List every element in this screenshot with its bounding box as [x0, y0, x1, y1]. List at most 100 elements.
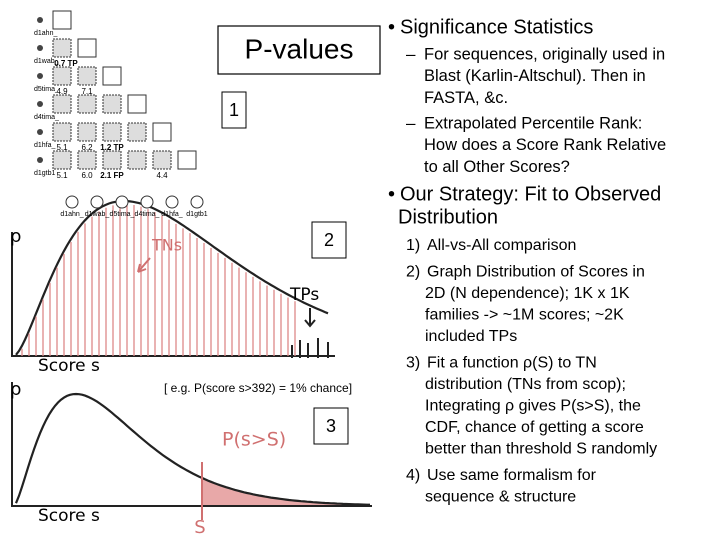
cell [102, 122, 122, 142]
tp-label: TPs [289, 285, 319, 305]
row-dot [37, 157, 43, 163]
bullet: • [388, 183, 395, 205]
axes [11, 382, 372, 507]
item-line: All-vs-All comparison [427, 237, 576, 254]
sub-item-line: FASTA, &c. [424, 89, 508, 107]
row-label: d1ahn_ [34, 30, 57, 37]
panel-number: 3 [326, 416, 336, 436]
item-line: better than threshold S randomly [425, 441, 657, 458]
item-number: 2) [406, 264, 420, 281]
panel-number: 2 [324, 230, 334, 250]
cell [77, 94, 97, 114]
col-label: d5tima_ [110, 211, 135, 218]
sub-item-line: Blast (Karlin-Altschul). Then in [424, 67, 646, 85]
sub-item-line: to all Other Scores? [424, 158, 570, 176]
item-line: included TPs [425, 328, 517, 345]
item-line: Graph Distribution of Scores in [427, 264, 645, 281]
col-dot [90, 195, 104, 209]
item-line: Integrating ρ gives P(s>S), the [425, 398, 641, 415]
heading: Significance Statistics [400, 16, 593, 38]
cell [127, 122, 147, 142]
tp-marks [291, 338, 329, 358]
sub-item-line: How does a Score Rank Relative [424, 136, 666, 154]
cell-value: 4.9 [56, 87, 68, 96]
title: P-values [245, 33, 354, 64]
row-dot [37, 73, 43, 79]
cell [127, 150, 147, 170]
col-dot [140, 195, 154, 209]
row-label: d1hfa_ [34, 142, 56, 149]
col-dot [165, 195, 179, 209]
cell-value: 1.2 TP [100, 143, 124, 152]
cell-value: 2.1 FP [100, 171, 124, 180]
col-label: d4tima_ [135, 211, 160, 218]
heading: Our Strategy: Fit to Observed [400, 183, 661, 205]
row-dot [37, 17, 43, 23]
row-label: d1gtb1 [34, 170, 56, 177]
cell [127, 94, 147, 114]
cell-value: 6.0 [81, 171, 93, 180]
panel-box [311, 221, 347, 259]
axes [11, 232, 335, 357]
left-panel: P-values 1 2 [ e.g. P(score s>392) = 1% … [10, 10, 381, 538]
y-label: ρ [10, 226, 21, 247]
sub-item-line: Extrapolated Percentile Rank: [424, 114, 642, 132]
cell-value: 6.2 [81, 143, 93, 152]
panel-number: 1 [229, 100, 239, 120]
item-line: distribution (TNs from scop); [425, 376, 626, 393]
cell [77, 38, 97, 58]
cell [52, 10, 72, 30]
row-label: d4tima_ [34, 114, 59, 121]
tail-area [202, 477, 370, 506]
dash: – [406, 44, 416, 63]
density-curve [14, 392, 370, 506]
cell-value: 7.1 [81, 87, 93, 96]
row-dot [37, 45, 43, 51]
item-line: sequence & structure [425, 489, 576, 506]
row-label: d1wab_ [34, 58, 59, 65]
item-line: Fit a function ρ(S) to TN [427, 355, 597, 372]
tn-label: TNs [151, 236, 182, 255]
cell [77, 66, 97, 86]
cell [52, 150, 72, 170]
dash: – [406, 114, 416, 133]
cell-value: 5.1 [56, 171, 68, 180]
sub-item-line: For sequences, originally used in [424, 45, 665, 63]
matrix: d1ahn_d1wab_d5tima_d4tima_d1hfa_d1gtb10.… [34, 10, 208, 218]
cell [177, 150, 197, 170]
title-box [217, 25, 381, 75]
row-dot [37, 129, 43, 135]
row-dot [37, 101, 43, 107]
col-dot [65, 195, 79, 209]
arrow [137, 257, 151, 273]
arrow [304, 308, 316, 328]
item-line: families -> ~1M scores; ~2K [425, 307, 624, 324]
cell-value: 5.1 [56, 143, 68, 152]
panel-box [313, 407, 349, 445]
cell-value: 4.4 [156, 171, 168, 180]
heading: Distribution [398, 206, 498, 228]
col-dot [190, 195, 204, 209]
col-label: d1hfa_ [161, 211, 183, 218]
cell [102, 150, 122, 170]
x-label: Score s [38, 506, 100, 526]
item-number: 3) [406, 355, 420, 372]
cell [77, 150, 97, 170]
item-line: 2D (N dependence); 1K x 1K [425, 285, 630, 302]
col-label: d1wab_ [85, 211, 110, 218]
cell [152, 122, 172, 142]
cell [52, 38, 72, 58]
cell [52, 94, 72, 114]
row-label: d5tima_ [34, 86, 59, 93]
cell [77, 122, 97, 142]
area-label: P(s>S) [222, 429, 286, 451]
cell [52, 122, 72, 142]
cell [152, 150, 172, 170]
tn-curve [15, 199, 329, 356]
threshold-label: S [194, 517, 205, 538]
panel-box [221, 91, 247, 129]
col-label: d1gtb1 [186, 211, 208, 218]
right-panel: • Significance Statistics– For sequences, … [388, 16, 666, 505]
caption: [ e.g. P(score s>392) = 1% chance] [164, 381, 352, 395]
